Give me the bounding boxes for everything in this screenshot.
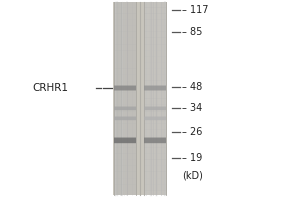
Bar xyxy=(144,2,166,195)
Bar xyxy=(144,85,166,91)
Bar xyxy=(114,85,136,91)
Bar xyxy=(114,138,136,142)
Bar xyxy=(114,116,136,120)
Bar xyxy=(114,136,136,144)
Text: CRHR1: CRHR1 xyxy=(32,83,68,93)
Bar xyxy=(144,106,166,110)
Bar xyxy=(114,116,136,120)
Text: – 117: – 117 xyxy=(182,5,208,15)
Bar xyxy=(144,116,166,119)
Bar xyxy=(144,116,166,120)
Bar xyxy=(144,86,166,90)
Bar xyxy=(144,116,166,120)
Bar xyxy=(144,85,166,91)
Bar xyxy=(114,86,136,90)
Text: – 34: – 34 xyxy=(182,103,202,113)
Text: – 26: – 26 xyxy=(182,127,202,137)
Bar xyxy=(114,106,136,110)
Bar xyxy=(144,106,166,110)
Bar xyxy=(113,2,167,195)
Text: – 48: – 48 xyxy=(182,82,202,92)
Bar xyxy=(144,136,166,144)
Bar xyxy=(144,137,166,143)
Text: – 19: – 19 xyxy=(182,153,202,163)
Bar xyxy=(114,106,136,110)
Text: (kD): (kD) xyxy=(182,171,203,181)
Bar xyxy=(114,116,136,119)
Bar xyxy=(114,137,136,143)
Bar xyxy=(144,138,166,142)
Bar xyxy=(144,106,166,110)
Bar xyxy=(114,85,136,91)
Text: – 85: – 85 xyxy=(182,27,202,37)
Bar xyxy=(114,106,136,110)
Bar xyxy=(114,2,136,195)
